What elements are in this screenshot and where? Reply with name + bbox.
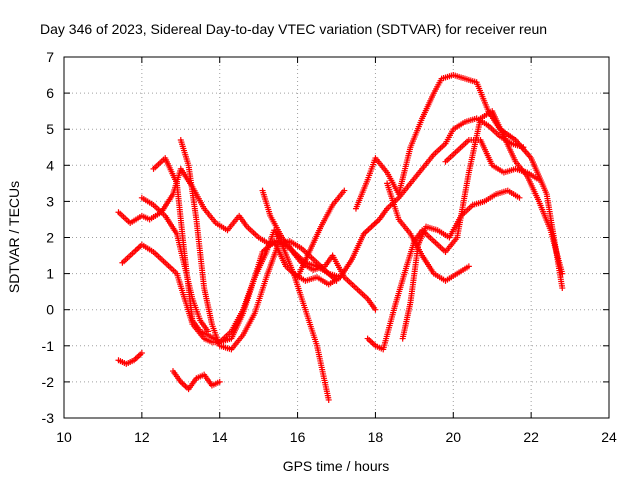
data-point [559, 270, 566, 277]
y-tick-label: -1 [42, 338, 55, 354]
series-arc-7 [170, 368, 223, 393]
y-tick-label: -3 [42, 410, 55, 426]
y-tick-label: 6 [46, 85, 54, 101]
data-point [216, 378, 223, 385]
y-tick-label: 3 [46, 193, 54, 209]
data-point [341, 187, 348, 194]
y-tick-label: 5 [46, 121, 54, 137]
series-arc-5 [138, 194, 212, 335]
y-tick-label: 4 [46, 157, 54, 173]
data-point [465, 263, 472, 270]
x-tick-label: 16 [290, 429, 306, 445]
data-point [337, 274, 344, 281]
series-arc-12 [384, 180, 472, 284]
series-arc-14 [442, 137, 542, 183]
chart-title: Day 346 of 2023, Sidereal Day-to-day VTE… [40, 21, 547, 37]
data-point [325, 396, 332, 403]
y-tick-label: 1 [46, 266, 54, 282]
series-arc-11 [399, 187, 523, 342]
x-tick-label: 20 [445, 429, 461, 445]
y-tick-label: 0 [46, 302, 54, 318]
x-tick-label: 24 [601, 429, 617, 445]
y-tick-label: -2 [42, 374, 55, 390]
data-point [516, 194, 523, 201]
x-tick-label: 18 [368, 429, 384, 445]
y-axis-label: SDTVAR / TECUs [6, 181, 22, 293]
x-tick-label: 14 [212, 429, 228, 445]
series-arc-6 [115, 350, 145, 367]
data-point [372, 306, 379, 313]
data-point [535, 176, 542, 183]
x-axis-label: GPS time / hours [283, 458, 390, 474]
x-tick-label: 22 [523, 429, 539, 445]
x-tick-label: 12 [134, 429, 150, 445]
x-tick-label: 10 [56, 429, 72, 445]
series-arc-4 [177, 137, 340, 353]
data-point [559, 285, 566, 292]
data-point [205, 328, 212, 335]
data-layer [115, 72, 566, 403]
series-arc-13 [259, 187, 344, 281]
data-point [138, 350, 145, 357]
series-arc-3 [150, 155, 348, 346]
series-arc-2 [119, 227, 332, 403]
y-tick-label: 7 [46, 49, 54, 65]
y-tick-label: 2 [46, 230, 54, 246]
